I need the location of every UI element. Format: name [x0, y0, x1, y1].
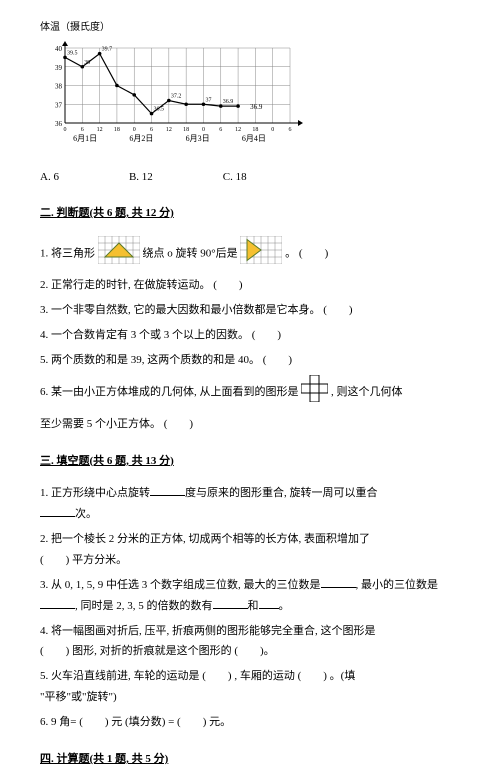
s3-q3-c: , 同时是 2, 3, 5 的倍数的数有: [75, 600, 213, 612]
s3-q2-b: ( ) 平方分米。: [40, 554, 127, 566]
paren: ( ): [213, 279, 242, 291]
svg-text:18: 18: [114, 127, 120, 133]
s3-q3-d: 和: [248, 600, 259, 612]
option-a: A. 6: [40, 169, 59, 186]
svg-text:18: 18: [252, 127, 258, 133]
svg-text:39.5: 39.5: [67, 50, 78, 56]
section-2-head: 二. 判断题(共 6 题, 共 12 分): [40, 205, 460, 222]
paren: ( ): [252, 329, 281, 341]
svg-text:0: 0: [202, 127, 205, 133]
svg-text:12: 12: [235, 127, 241, 133]
s2-q5: 5. 两个质数的和是 39, 这两个质数的和是 40。 ( ): [40, 350, 460, 371]
blank[interactable]: [259, 597, 279, 609]
svg-text:6: 6: [150, 127, 153, 133]
svg-text:0: 0: [133, 127, 136, 133]
svg-text:6月3日: 6月3日: [186, 134, 210, 143]
svg-text:6: 6: [289, 127, 292, 133]
s3-q1-a: 1. 正方形绕中心点旋转: [40, 487, 150, 499]
svg-text:39: 39: [55, 64, 63, 72]
svg-text:6月4日: 6月4日: [242, 134, 266, 143]
svg-text:0: 0: [64, 127, 67, 133]
svg-text:18: 18: [183, 127, 189, 133]
svg-text:12: 12: [166, 127, 172, 133]
s3-q3-e: 。: [279, 600, 290, 612]
s3-q6: 6. 9 角= ( ) 元 (填分数) = ( ) 元。: [40, 712, 460, 733]
s3-q1-c: 次。: [75, 508, 97, 520]
s2-q1-c: 。: [285, 247, 296, 259]
s3-q3: 3. 从 0, 1, 5, 9 中任选 3 个数字组成三位数, 最大的三位数是,…: [40, 575, 460, 617]
paren: ( ): [299, 247, 328, 259]
svg-text:36.9: 36.9: [250, 103, 263, 111]
s2-q5-text: 5. 两个质数的和是 39, 这两个质数的和是 40。: [40, 354, 260, 366]
svg-text:6: 6: [81, 127, 84, 133]
svg-text:6月1日: 6月1日: [73, 134, 97, 143]
s2-q2-text: 2. 正常行走的时针, 在做旋转运动。: [40, 279, 211, 291]
s2-q1: 1. 将三角形 绕点 o 旋转 90°后是 。 ( ): [40, 236, 460, 272]
s2-q3-text: 3. 一个非零自然数, 它的最大因数和最小倍数都是它本身。: [40, 304, 321, 316]
cross-figure: [301, 375, 328, 402]
section-4-head: 四. 计算题(共 1 题, 共 5 分): [40, 751, 460, 768]
s3-q5-a: 5. 火车沿直线前进, 车轮的运动是 ( ) , 车厢的运动 ( ) 。(填: [40, 670, 355, 682]
blank[interactable]: [40, 505, 75, 517]
section-3-head: 三. 填空题(共 6 题, 共 13 分): [40, 453, 460, 470]
svg-text:6月2日: 6月2日: [129, 134, 153, 143]
paren: ( ): [263, 354, 292, 366]
s3-q4-a: 4. 将一幅图画对折后, 压平, 折痕两侧的图形能够完全重合, 这个图形是: [40, 625, 376, 637]
s3-q1-b: 度与原来的图形重合, 旋转一周可以重合: [185, 487, 378, 499]
s3-q4-b: ( ) 图形, 对折的折痕就是这个图形的 ( )。: [40, 645, 275, 657]
svg-text:40: 40: [55, 45, 63, 53]
s2-q6-b: , 则这个几何体: [331, 386, 403, 398]
svg-text:39.7: 39.7: [102, 47, 113, 53]
s2-q3: 3. 一个非零自然数, 它的最大因数和最小倍数都是它本身。 ( ): [40, 300, 460, 321]
svg-text:39: 39: [84, 60, 90, 66]
chart-svg: 36 37 38 39 40 0 6 12 18 0 6 12 18 0 6 12 18 0 6 39.5 39 39.7…: [40, 38, 320, 148]
triangle-figure-2: [240, 236, 282, 264]
s2-q1-b: 绕点 o 旋转 90°后是: [143, 247, 238, 259]
svg-text:37: 37: [55, 101, 63, 109]
svg-text:38: 38: [55, 83, 63, 91]
s3-q5-b: "平移"或"旋转"): [40, 691, 117, 703]
s2-q2: 2. 正常行走的时针, 在做旋转运动。 ( ): [40, 275, 460, 296]
svg-text:0: 0: [271, 127, 274, 133]
paren: ( ): [323, 304, 352, 316]
s3-q3-b: , 最小的三位数是: [356, 579, 439, 591]
s3-q6-text: 6. 9 角= ( ) 元 (填分数) = ( ) 元。: [40, 716, 231, 728]
blank[interactable]: [213, 597, 248, 609]
svg-text:37: 37: [205, 97, 211, 103]
blank[interactable]: [150, 484, 185, 496]
blank[interactable]: [40, 597, 75, 609]
s3-q2-a: 2. 把一个棱长 2 分米的正方体, 切成两个相等的长方体, 表面积增加了: [40, 533, 370, 545]
s2-q6-a: 6. 某一由小正方体堆成的几何体, 从上面看到的图形是: [40, 386, 299, 398]
option-c: C. 18: [223, 169, 247, 186]
s3-q4: 4. 将一幅图画对折后, 压平, 折痕两侧的图形能够完全重合, 这个图形是 ( …: [40, 621, 460, 663]
paren: ( ): [164, 418, 193, 430]
mc-options-row: A. 6 B. 12 C. 18: [40, 169, 460, 186]
svg-text:36.9: 36.9: [223, 99, 234, 105]
svg-text:36.5: 36.5: [154, 107, 165, 113]
svg-text:36: 36: [55, 120, 63, 128]
blank[interactable]: [321, 576, 356, 588]
triangle-figure-1: [98, 236, 140, 264]
temperature-chart: 体温（摄氏度） 36 37 38 39 40 0 6 12 18 0 6 12 18 0 6 12 18 0 6 39…: [40, 20, 460, 154]
s2-q6-cont: 至少需要 5 个小正方体。 ( ): [40, 414, 460, 435]
s3-q2: 2. 把一个棱长 2 分米的正方体, 切成两个相等的长方体, 表面积增加了 ( …: [40, 529, 460, 571]
s3-q3-a: 3. 从 0, 1, 5, 9 中任选 3 个数字组成三位数, 最大的三位数是: [40, 579, 321, 591]
s3-q1: 1. 正方形绕中心点旋转 度与原来的图形重合, 旋转一周可以重合 次。: [40, 483, 460, 525]
s2-q4: 4. 一个合数肯定有 3 个或 3 个以上的因数。 ( ): [40, 325, 460, 346]
chart-title: 体温（摄氏度）: [40, 20, 460, 35]
s2-q4-text: 4. 一个合数肯定有 3 个或 3 个以上的因数。: [40, 329, 249, 341]
svg-text:37.2: 37.2: [171, 94, 182, 100]
s2-q6: 6. 某一由小正方体堆成的几何体, 从上面看到的图形是 , 则这个几何体: [40, 375, 460, 410]
svg-text:12: 12: [97, 127, 103, 133]
s3-q5: 5. 火车沿直线前进, 车轮的运动是 ( ) , 车厢的运动 ( ) 。(填 "…: [40, 666, 460, 708]
option-b: B. 12: [129, 169, 153, 186]
s2-q6-c: 至少需要 5 个小正方体。: [40, 418, 161, 430]
svg-text:6: 6: [219, 127, 222, 133]
s2-q1-a: 1. 将三角形: [40, 247, 95, 259]
